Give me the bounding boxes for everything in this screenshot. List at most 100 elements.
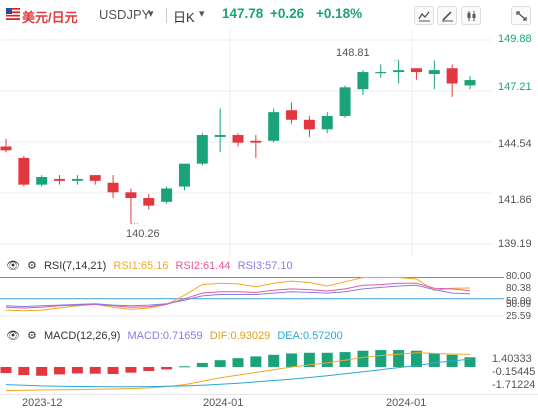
dea-line (5, 358, 471, 388)
macd-bar (18, 366, 30, 376)
chart-header: 美元/日元 USDJPY ▾ 日K ▾ 147.78 +0.26 +0.18% (0, 0, 538, 30)
macd-bar (36, 366, 48, 376)
candle-body (214, 135, 226, 137)
macd-bar (0, 366, 12, 374)
macd-bar (107, 366, 119, 375)
macd-tick: 1.40333 (492, 353, 532, 365)
candle-body (36, 177, 48, 185)
x-tick-label: 2024-01 (386, 397, 427, 409)
macd-bar (464, 357, 476, 367)
candle-body (232, 135, 244, 143)
y-tick-label: 141.86 (498, 194, 532, 206)
eye-icon[interactable]: 👁 (6, 330, 20, 342)
candle-body (303, 119, 315, 130)
candle-style-button[interactable] (461, 6, 481, 25)
rsi-chart[interactable] (0, 272, 538, 322)
eye-icon[interactable]: 👁 (6, 260, 20, 272)
rsi1-value: RSI1:65.16 (113, 260, 169, 272)
candle-style-icon (467, 11, 476, 21)
x-tick-label: 2023-12 (22, 397, 63, 409)
last-price: 147.78 (222, 6, 264, 21)
rsi-tick: 25.59 (506, 311, 532, 322)
price-change: +0.26 (270, 6, 305, 21)
y-tick-label: 144.54 (498, 138, 532, 150)
rsi-tick: 50.09 (506, 299, 532, 310)
fullscreen-button[interactable] (511, 6, 531, 25)
candle-body (464, 80, 476, 86)
macd-bar (71, 366, 83, 374)
divider (166, 8, 167, 23)
candle-body (268, 112, 280, 141)
macd-value: MACD:0.71659 (127, 330, 203, 342)
candle-body (54, 178, 66, 181)
macd-bar (357, 350, 369, 367)
candle-body (339, 87, 351, 116)
macd-bar (178, 366, 190, 368)
macd-bar (250, 356, 262, 367)
macd-bar (339, 352, 351, 367)
macd-bar (89, 366, 101, 374)
chevron-down-icon[interactable]: ▾ (199, 8, 205, 20)
candle-body (446, 68, 458, 84)
macd-header: 👁 ⚙ MACD(12,26,9) MACD:0.71659 DIF:0.930… (6, 329, 347, 342)
macd-bar (143, 366, 155, 372)
candle-body (178, 163, 190, 187)
macd-bar (54, 366, 66, 375)
candle-body (357, 72, 369, 90)
macd-bar (286, 353, 298, 367)
rsi-tick: 80.38 (506, 283, 532, 294)
symbol-label[interactable]: USDJPY (99, 7, 151, 22)
macd-bar (125, 366, 137, 373)
y-tick-label: 149.88 (498, 33, 532, 45)
macd-bar (375, 350, 387, 367)
y-tick-label: 147.21 (498, 81, 532, 93)
macd-bar (268, 354, 280, 367)
rsi2-line (5, 282, 471, 309)
candle-body (18, 157, 30, 185)
macd-bar (214, 360, 226, 367)
candle-body (375, 72, 387, 74)
y-tick-label: 139.19 (498, 238, 532, 250)
macd-tick: -1.71224 (492, 379, 536, 391)
macd-chart[interactable] (0, 344, 538, 394)
line-tool-button[interactable] (414, 6, 434, 25)
settings-icon[interactable]: ⚙ (27, 330, 37, 342)
candlestick-chart[interactable] (0, 30, 538, 256)
rsi2-value: RSI2:61.44 (175, 260, 231, 272)
rsi3-value: RSI3:57.10 (237, 260, 293, 272)
dea-value: DEA:0.57200 (277, 330, 343, 342)
macd-bar (232, 358, 244, 367)
rsi-title[interactable]: RSI(7,14,21) (43, 260, 107, 272)
candle-body (0, 146, 12, 151)
candle-body (107, 182, 119, 193)
pair-name[interactable]: 美元/日元 (22, 10, 78, 25)
rsi-tick: 80.00 (506, 271, 532, 282)
x-axis-line (0, 394, 538, 395)
macd-bar (428, 353, 440, 367)
line-tool-icon (418, 11, 430, 22)
macd-bar (303, 352, 315, 367)
period-selector[interactable]: 日K (173, 10, 195, 25)
candle-body (125, 192, 137, 199)
candle-body (393, 70, 405, 73)
us-flag-icon (6, 8, 20, 20)
macd-bar (161, 366, 173, 370)
chevron-down-icon[interactable]: ▾ (148, 8, 154, 20)
x-tick-label: 2024-01 (203, 397, 244, 409)
low-annotation: 140.26 (126, 228, 160, 240)
candle-body (410, 68, 422, 73)
dif-line (5, 352, 471, 392)
candle-body (250, 140, 262, 143)
candle-body (428, 70, 440, 74)
candle-body (321, 115, 333, 130)
macd-title[interactable]: MACD(12,26,9) (43, 330, 121, 342)
price-change-pct: +0.18% (316, 6, 363, 21)
candle-body (89, 175, 101, 181)
high-annotation: 148.81 (336, 47, 370, 59)
rsi-header: 👁 ⚙ RSI(7,14,21) RSI1:65.16 RSI2:61.44 R… (6, 259, 297, 272)
macd-bar (196, 362, 208, 367)
settings-icon[interactable]: ⚙ (27, 260, 37, 272)
candle-body (286, 110, 298, 120)
draw-button[interactable] (437, 6, 457, 25)
candle-body (143, 198, 155, 206)
